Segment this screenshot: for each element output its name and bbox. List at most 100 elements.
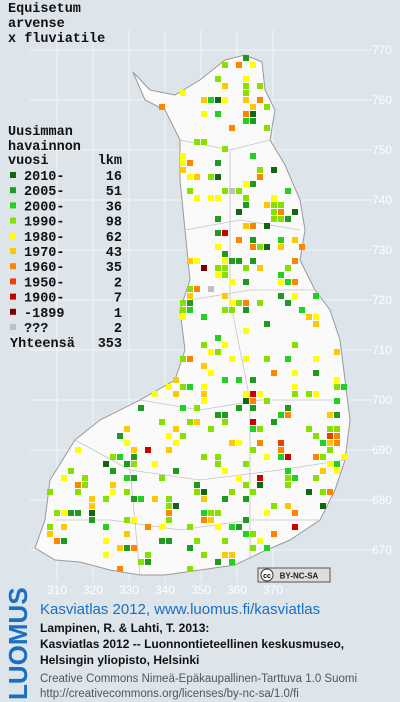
record-square	[124, 517, 130, 523]
x-tick-label: 320	[83, 583, 103, 597]
record-square	[334, 384, 340, 390]
record-square	[306, 489, 312, 495]
record-square	[47, 489, 53, 495]
record-square	[341, 384, 347, 390]
record-square	[327, 489, 333, 495]
legend-swatch	[10, 232, 16, 239]
legend-column: vuosi	[8, 154, 49, 169]
y-tick-label: 730	[372, 243, 392, 257]
logo: LUOMUS	[3, 587, 33, 700]
record-square	[257, 174, 263, 180]
record-square	[103, 461, 109, 467]
record-square	[103, 552, 109, 558]
y-tick-label: 720	[372, 293, 392, 307]
record-square	[187, 174, 193, 180]
record-square	[250, 419, 256, 425]
record-square	[257, 440, 263, 446]
license-badge[interactable]: cc BY-NC-SA	[257, 567, 331, 583]
title-line: x fluviatile	[8, 32, 105, 47]
record-square	[285, 503, 291, 509]
record-square	[145, 559, 151, 565]
record-square	[138, 405, 144, 411]
record-square	[222, 377, 228, 383]
record-square	[250, 104, 256, 110]
record-square	[208, 195, 214, 201]
record-square	[327, 426, 333, 432]
record-square	[208, 370, 214, 376]
legend-heading: havainnon	[8, 140, 81, 155]
record-square	[208, 174, 214, 180]
record-square	[54, 538, 60, 544]
record-square	[201, 384, 207, 390]
legend-swatch	[10, 324, 16, 330]
record-square	[117, 454, 123, 460]
record-square	[222, 496, 228, 502]
record-square	[75, 489, 81, 495]
record-square	[285, 405, 291, 411]
record-square	[250, 531, 256, 537]
record-square	[229, 279, 235, 285]
record-square	[180, 384, 186, 390]
legend-swatch	[10, 217, 16, 224]
record-square	[131, 545, 137, 551]
record-square	[222, 258, 228, 264]
record-square	[257, 391, 263, 397]
record-square	[250, 405, 256, 411]
record-square	[334, 468, 340, 474]
credits-link[interactable]: Kasviatlas 2012, www.luomus.fi/kasviatla…	[40, 601, 320, 618]
record-square	[215, 335, 221, 341]
record-square	[257, 482, 263, 488]
record-square	[243, 517, 249, 523]
record-square	[180, 167, 186, 173]
record-square	[180, 153, 186, 159]
record-square	[334, 433, 340, 439]
record-square	[313, 314, 319, 320]
record-square	[180, 307, 186, 313]
record-square	[124, 531, 130, 537]
record-square	[145, 552, 151, 558]
record-square	[285, 356, 291, 362]
record-square	[243, 328, 249, 334]
record-square	[131, 447, 137, 453]
legend-count: 51	[106, 185, 122, 200]
record-square	[187, 300, 193, 306]
record-square	[313, 356, 319, 362]
license: http://creativecommons.org/licenses/by-n…	[40, 688, 299, 700]
legend-count: 98	[106, 216, 122, 231]
record-square	[257, 97, 263, 103]
record-square	[138, 496, 144, 502]
record-square	[250, 398, 256, 404]
license: Creative Commons Nimeä-Epäkaupallinen-Ta…	[40, 673, 357, 685]
record-square	[334, 461, 340, 467]
record-square	[292, 391, 298, 397]
record-square	[278, 202, 284, 208]
record-square	[334, 412, 340, 418]
record-square	[124, 489, 130, 495]
record-square	[250, 377, 256, 383]
record-square	[341, 454, 347, 460]
record-square	[222, 62, 228, 68]
record-square	[187, 419, 193, 425]
record-square	[103, 496, 109, 502]
record-square	[264, 125, 270, 131]
legend-count: 2	[114, 276, 122, 291]
record-square	[117, 545, 123, 551]
record-square	[68, 510, 74, 516]
record-square	[257, 538, 263, 544]
record-square	[250, 545, 256, 551]
record-square	[117, 433, 123, 439]
record-square	[166, 384, 172, 390]
record-square	[222, 552, 228, 558]
record-square	[222, 251, 228, 257]
record-square	[299, 244, 305, 250]
record-square	[152, 391, 158, 397]
record-square	[243, 300, 249, 306]
record-square	[75, 482, 81, 488]
record-square	[159, 475, 165, 481]
record-square	[285, 300, 291, 306]
record-square	[334, 440, 340, 446]
record-square	[285, 265, 291, 271]
legend-total-label: Yhteensä	[10, 337, 75, 352]
legend-swatch	[10, 263, 16, 270]
x-tick-label: 350	[191, 583, 211, 597]
